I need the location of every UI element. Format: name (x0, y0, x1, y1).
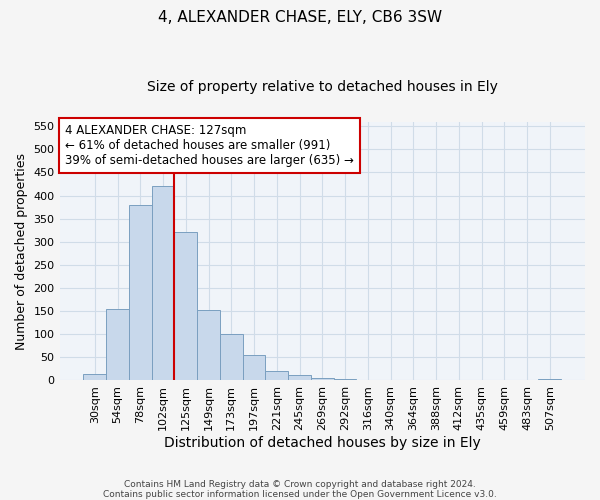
Text: 4 ALEXANDER CHASE: 127sqm
← 61% of detached houses are smaller (991)
39% of semi: 4 ALEXANDER CHASE: 127sqm ← 61% of detac… (65, 124, 353, 167)
Text: 4, ALEXANDER CHASE, ELY, CB6 3SW: 4, ALEXANDER CHASE, ELY, CB6 3SW (158, 10, 442, 25)
Bar (175, 232, 197, 380)
Bar (220, 334, 242, 380)
Bar (288, 375, 311, 380)
Bar (152, 186, 175, 380)
X-axis label: Distribution of detached houses by size in Ely: Distribution of detached houses by size … (164, 436, 481, 450)
Title: Size of property relative to detached houses in Ely: Size of property relative to detached ho… (147, 80, 498, 94)
Bar (334, 379, 356, 380)
Bar (265, 371, 288, 380)
Bar (129, 205, 152, 380)
Bar (197, 310, 220, 380)
Bar (311, 378, 334, 380)
Bar (538, 379, 561, 380)
Text: Contains HM Land Registry data © Crown copyright and database right 2024.
Contai: Contains HM Land Registry data © Crown c… (103, 480, 497, 499)
Bar (242, 355, 265, 380)
Bar (83, 374, 106, 380)
Y-axis label: Number of detached properties: Number of detached properties (15, 152, 28, 350)
Bar (106, 309, 129, 380)
